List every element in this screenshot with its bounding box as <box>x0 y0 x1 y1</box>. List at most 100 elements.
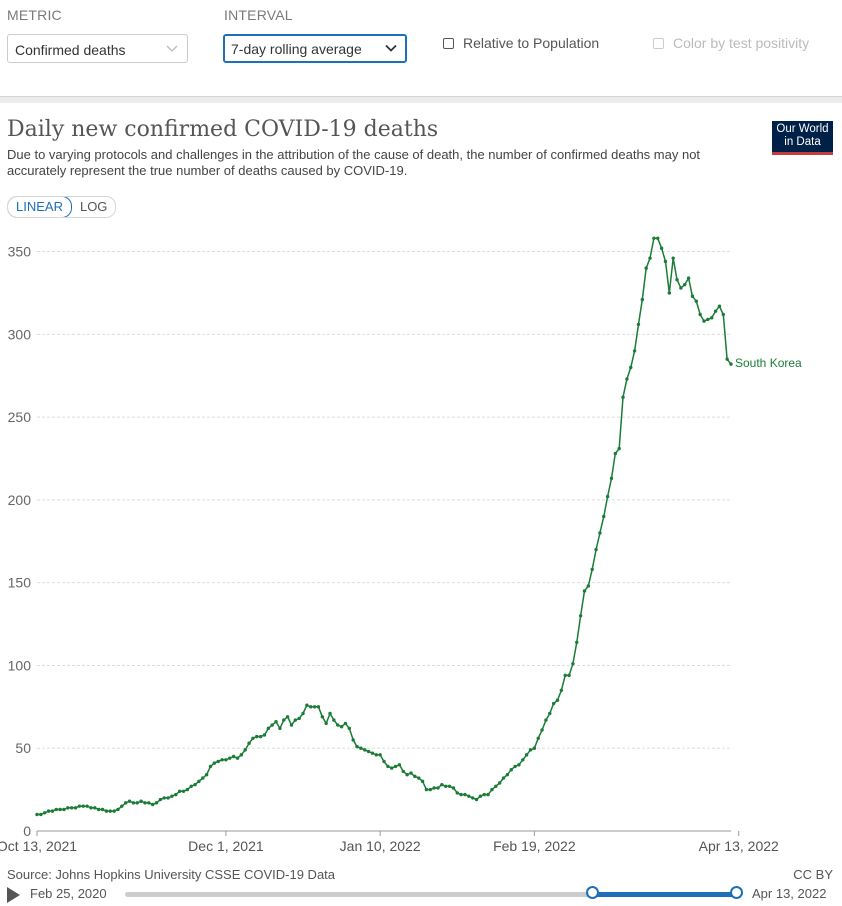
data-point <box>201 776 205 780</box>
data-point <box>332 718 336 722</box>
data-point <box>725 357 729 361</box>
data-point <box>513 764 517 769</box>
data-point <box>632 349 637 353</box>
data-point <box>135 801 139 805</box>
data-point <box>66 806 70 810</box>
data-point <box>112 809 116 813</box>
x-tick-label: Feb 19, 2022 <box>493 838 576 854</box>
data-point <box>463 792 467 797</box>
data-point <box>420 779 425 784</box>
metric-select[interactable]: Confirmed deaths <box>7 34 188 63</box>
data-point <box>440 782 444 787</box>
timeline-selected-range[interactable] <box>592 892 737 897</box>
data-point <box>162 796 166 800</box>
data-point <box>609 476 614 481</box>
data-point <box>35 812 39 817</box>
data-point <box>123 801 128 805</box>
data-point <box>721 312 725 317</box>
checkbox-box <box>653 37 664 49</box>
data-point <box>336 723 340 727</box>
data-point <box>166 796 170 800</box>
data-point <box>544 718 548 722</box>
data-point <box>702 319 706 323</box>
data-point <box>474 797 479 802</box>
data-point <box>617 446 621 451</box>
data-point <box>185 787 190 792</box>
data-point <box>698 312 702 317</box>
interval-select[interactable]: 7-day rolling average <box>223 34 407 63</box>
data-point <box>258 734 263 739</box>
data-point <box>652 236 656 241</box>
data-point <box>96 807 101 812</box>
data-point <box>648 256 652 260</box>
data-point <box>197 779 201 784</box>
data-point <box>343 721 348 726</box>
data-point <box>324 721 328 726</box>
data-point <box>629 365 633 370</box>
data-point <box>274 720 278 724</box>
data-point <box>150 802 155 807</box>
data-point <box>594 547 598 552</box>
y-tick-label: 250 <box>8 409 32 425</box>
data-point <box>363 748 367 752</box>
license-text[interactable]: CC BY <box>793 867 833 882</box>
checkbox-box[interactable] <box>443 37 454 49</box>
data-point <box>193 782 197 787</box>
chevron-down-icon <box>166 45 178 52</box>
data-point <box>359 746 363 750</box>
data-point <box>582 589 587 593</box>
timeline-start-handle[interactable] <box>586 886 599 899</box>
play-icon[interactable] <box>7 887 20 903</box>
data-point <box>370 751 375 755</box>
data-point <box>270 723 274 727</box>
data-point <box>301 711 305 716</box>
interval-select-value: 7-day rolling average <box>231 41 362 57</box>
log-button[interactable]: LOG <box>79 199 108 214</box>
data-point <box>93 806 97 810</box>
linear-button[interactable]: LINEAR <box>8 197 72 217</box>
metric-label: METRIC <box>7 7 62 23</box>
data-point <box>235 756 240 760</box>
data-point <box>490 787 494 792</box>
data-point <box>443 784 448 788</box>
data-point <box>293 718 298 722</box>
data-point <box>521 758 525 762</box>
data-point <box>605 494 610 499</box>
data-point <box>509 768 513 772</box>
y-tick-label: 300 <box>8 326 32 342</box>
data-point <box>312 705 317 709</box>
y-tick-label: 100 <box>8 657 32 673</box>
data-point <box>524 753 529 757</box>
data-point <box>289 723 294 727</box>
data-point <box>393 764 398 769</box>
scale-toggle[interactable]: LINEAR LOG <box>7 196 117 218</box>
data-point <box>571 662 575 666</box>
data-point <box>131 801 136 805</box>
owid-logo[interactable]: Our World in Data <box>772 121 833 155</box>
chart-title: Daily new confirmed COVID-19 deaths <box>7 117 439 142</box>
data-point <box>204 773 209 777</box>
data-point <box>636 322 641 327</box>
data-point <box>532 746 537 750</box>
data-point <box>43 811 47 815</box>
data-point <box>189 784 193 788</box>
y-tick-label: 50 <box>15 740 31 756</box>
data-point <box>586 584 591 588</box>
relative-to-population-checkbox[interactable]: Relative to Population <box>443 35 599 51</box>
data-point <box>174 792 178 797</box>
data-point <box>54 807 58 812</box>
data-point <box>559 688 564 692</box>
data-point <box>517 763 521 767</box>
data-point <box>85 804 89 808</box>
timeline-end-handle[interactable] <box>730 886 743 899</box>
data-point <box>285 715 290 719</box>
data-point <box>551 701 556 706</box>
timeline-track[interactable] <box>125 892 737 897</box>
data-point <box>486 792 490 797</box>
data-point <box>139 799 143 803</box>
chart-subtitle: Due to varying protocols and challenges … <box>7 147 701 178</box>
metric-select-value: Confirmed deaths <box>15 42 126 58</box>
series-line-south-korea <box>37 237 732 816</box>
timeline-start-label: Feb 25, 2020 <box>30 886 107 901</box>
